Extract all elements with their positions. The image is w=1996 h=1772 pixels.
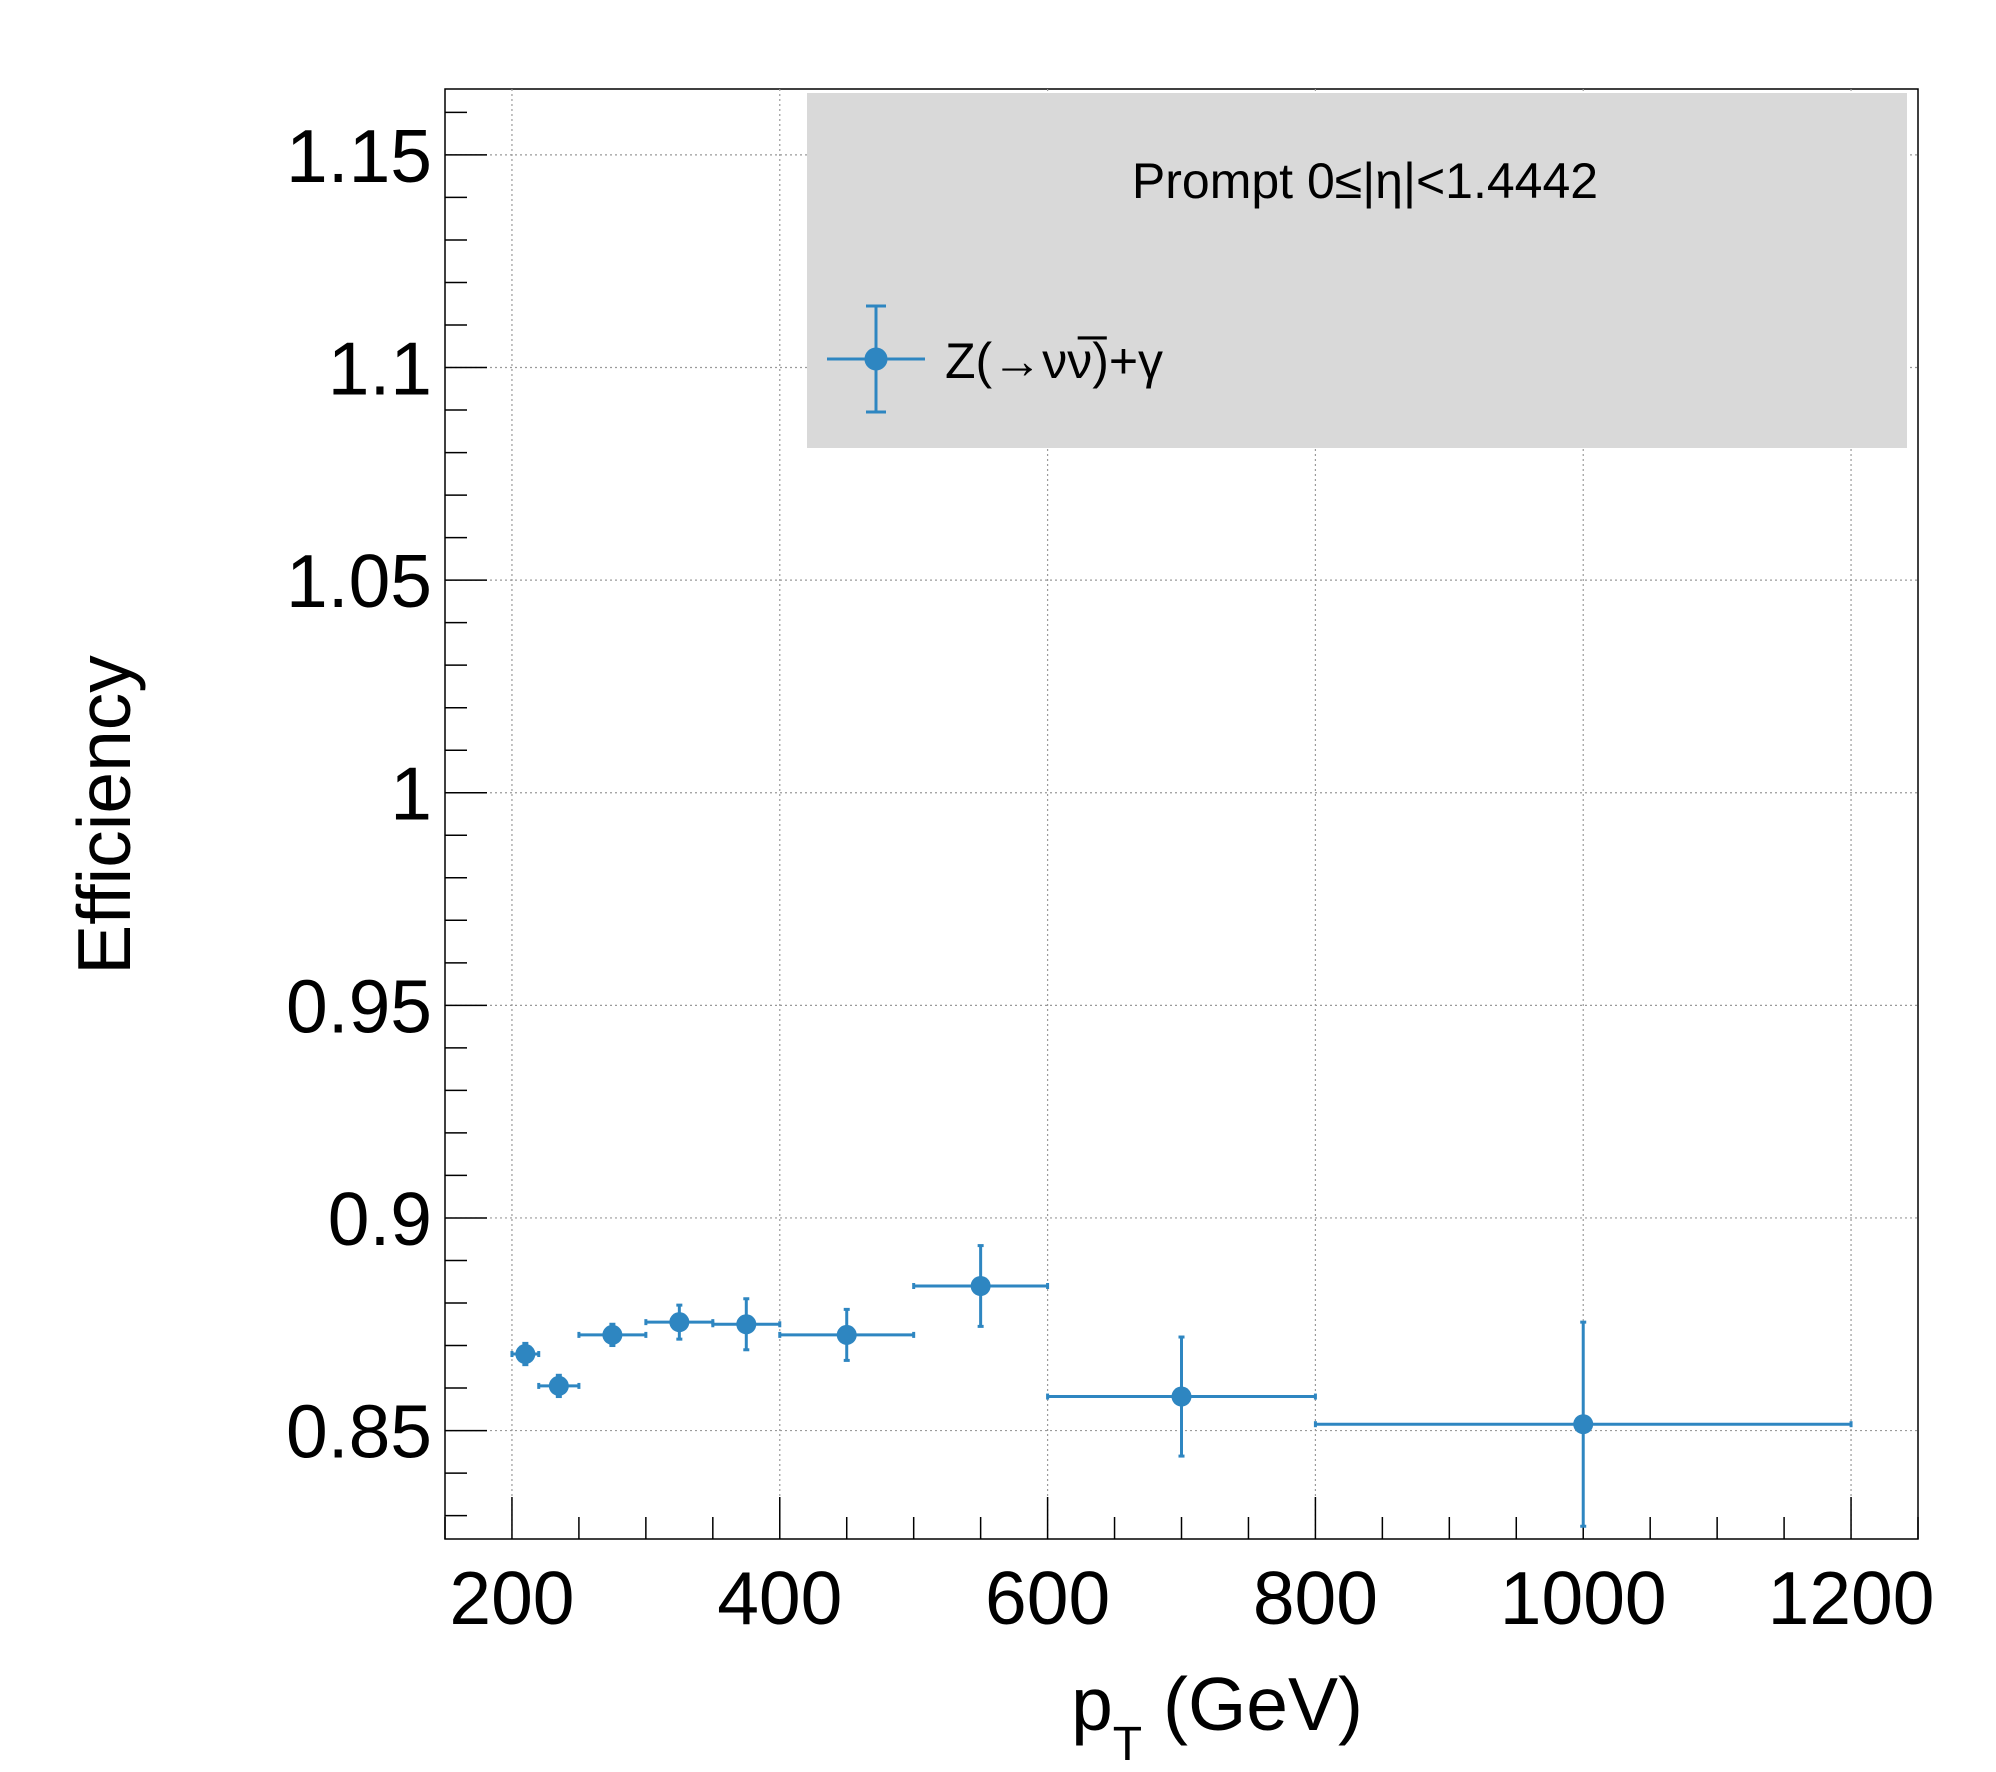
data-point: [537, 1373, 581, 1399]
x-tick-label: 600: [985, 1556, 1110, 1640]
y-tick-label: 1.1: [328, 327, 432, 411]
data-point: [912, 1244, 1050, 1328]
data-marker: [515, 1344, 536, 1365]
tick-labels: 200 400 600 800 1000 1200 0.85 0.9 0.95 1 1.05 1.1 1…: [286, 114, 1934, 1640]
x-axis-title-main: p: [1071, 1662, 1113, 1746]
x-tick-label: 800: [1253, 1556, 1378, 1640]
data-point: [577, 1322, 648, 1348]
data-point: [778, 1307, 916, 1362]
data-marker: [602, 1324, 623, 1345]
data-marker: [836, 1324, 857, 1345]
x-tick-label: 1000: [1500, 1556, 1667, 1640]
data-marker: [669, 1312, 690, 1333]
data-marker: [970, 1275, 991, 1296]
legend-header: Prompt 0≤|η|<1.4442: [1132, 153, 1598, 209]
x-axis-title-sub: T: [1113, 1718, 1142, 1771]
legend-entry-label: Z(→νν̅)+γ: [945, 333, 1163, 389]
x-tick-label: 1200: [1768, 1556, 1935, 1640]
data-point: [510, 1341, 541, 1367]
y-tick-label: 1.15: [286, 114, 432, 198]
data-marker: [548, 1375, 569, 1396]
y-tick-label: 1.05: [286, 539, 432, 623]
data-point: [1313, 1320, 1853, 1528]
x-tick-label: 200: [449, 1556, 574, 1640]
y-tick-label: 0.95: [286, 964, 432, 1048]
y-tick-label: 0.85: [286, 1390, 432, 1474]
x-axis-title: pT (GeV): [1071, 1662, 1363, 1771]
data-marker: [1171, 1386, 1192, 1407]
x-axis-title-unit: (GeV): [1142, 1662, 1363, 1746]
data-point: [1046, 1335, 1317, 1458]
legend: Prompt 0≤|η|<1.4442 Z(→νν̅)+γ: [807, 93, 1907, 448]
legend-box: [807, 93, 1907, 448]
y-axis-title: Efficiency: [62, 655, 146, 975]
y-tick-label: 1: [390, 752, 432, 836]
x-tick-label: 400: [717, 1556, 842, 1640]
data-marker: [736, 1314, 757, 1335]
data-points: [510, 1244, 1853, 1528]
y-tick-label: 0.9: [328, 1177, 432, 1261]
data-point: [711, 1297, 782, 1352]
legend-marker: [827, 304, 925, 414]
data-marker: [1573, 1414, 1594, 1435]
